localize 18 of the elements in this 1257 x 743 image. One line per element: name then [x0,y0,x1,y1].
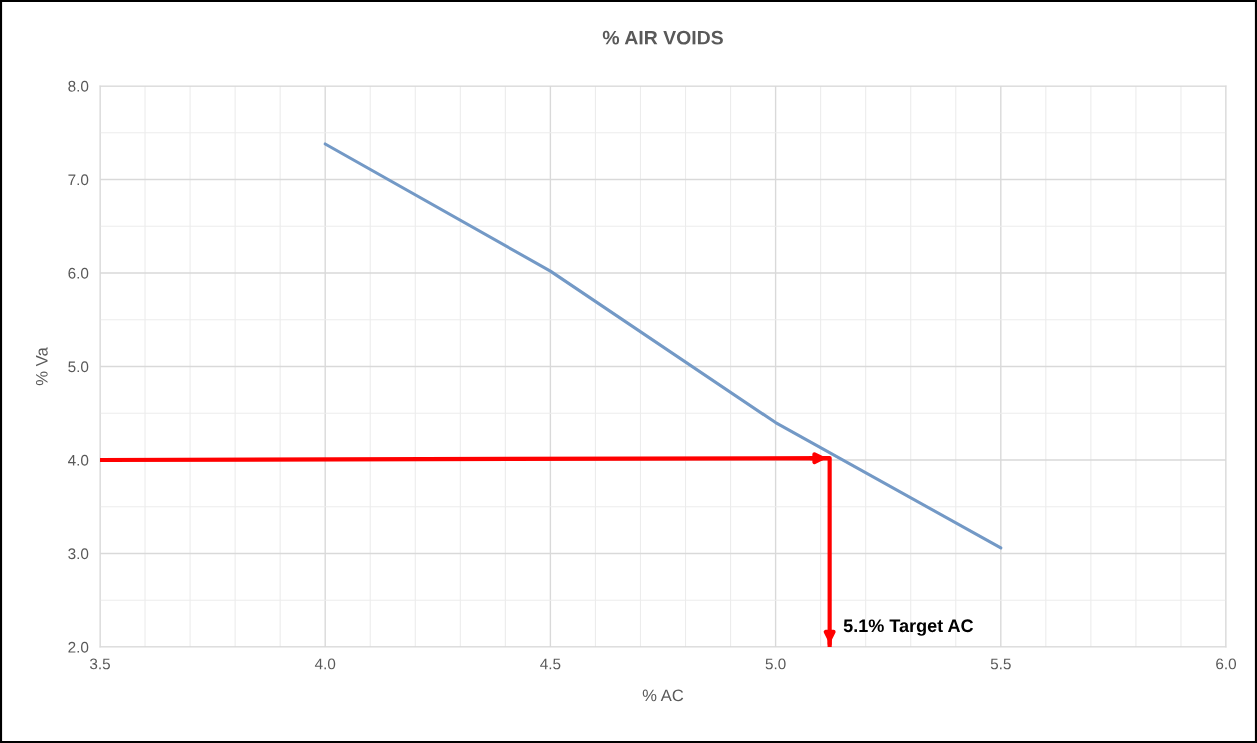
y-tick-label: 3.0 [68,548,89,560]
y-tick-label: 2.0 [68,641,89,653]
x-tick-label: 5.0 [765,658,786,670]
chart-title: % AIR VOIDS [602,30,723,45]
y-tick-label: 7.0 [68,174,89,186]
x-tick-label: 4.5 [540,658,561,670]
x-tick-label: 5.5 [990,658,1011,670]
y-tick-label: 4.0 [68,454,89,466]
x-tick-label: 4.0 [314,658,336,670]
y-tick-label: 5.0 [68,361,89,373]
annotation: 5.1% Target AC [843,619,974,636]
x-tick-label: 6.0 [1216,658,1237,670]
line-series [323,142,1003,550]
y-tick-label: 8.0 [68,80,89,92]
x-axis-title: % AC [642,689,684,702]
y-tick-label: 6.0 [68,267,89,279]
y-axis-title: % Va [35,347,48,386]
x-tick-label: 3.5 [89,658,110,670]
